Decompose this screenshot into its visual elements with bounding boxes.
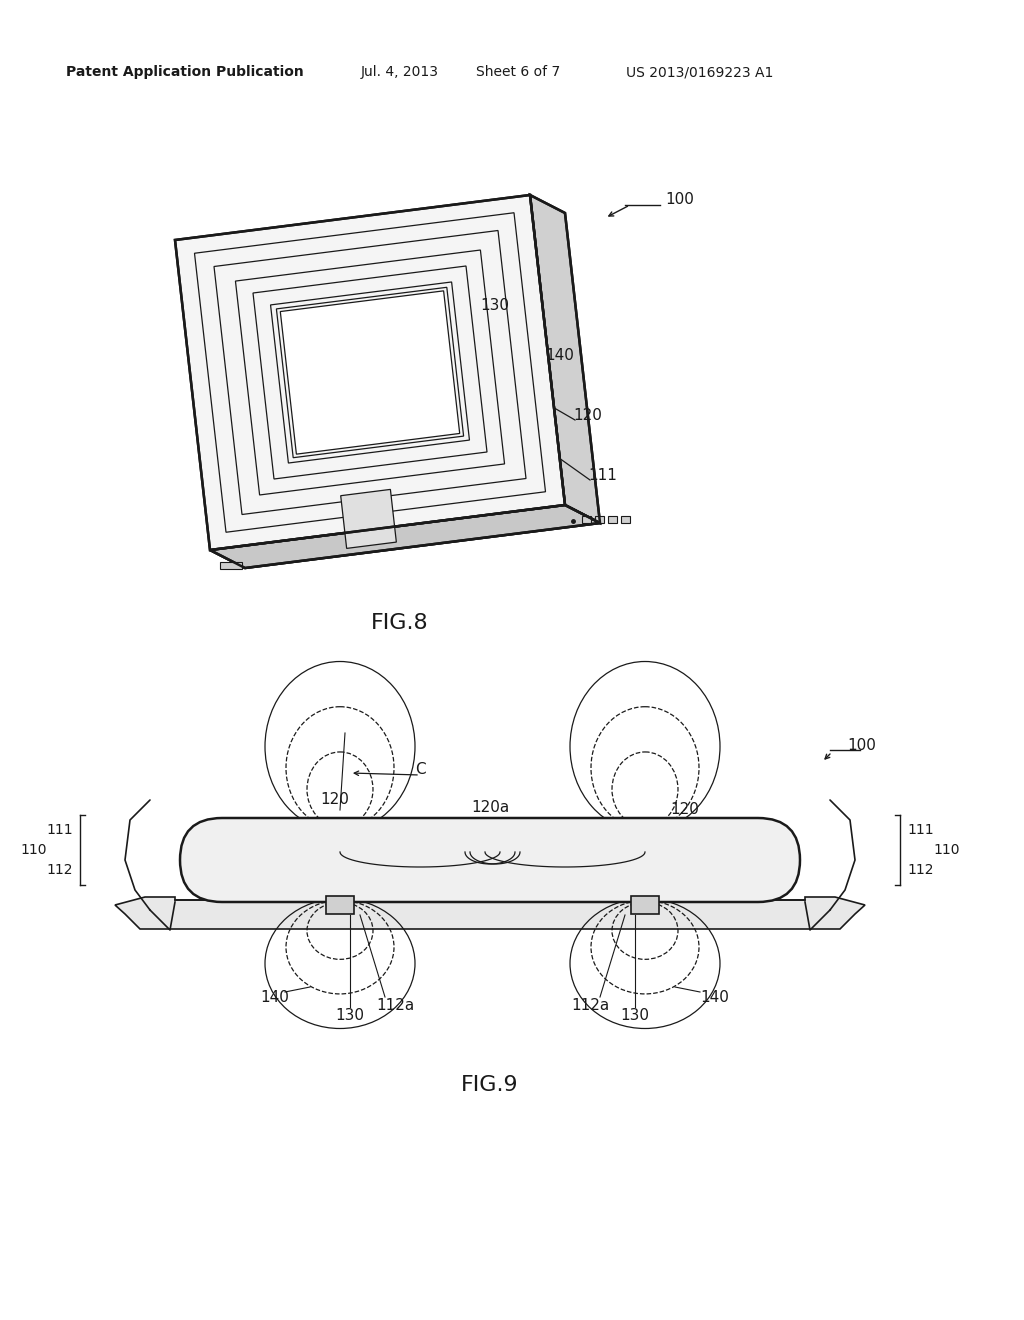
Text: 120: 120 bbox=[573, 408, 602, 422]
Text: 111: 111 bbox=[46, 822, 73, 837]
Text: 130: 130 bbox=[336, 1007, 365, 1023]
Text: Sheet 6 of 7: Sheet 6 of 7 bbox=[476, 65, 560, 79]
Polygon shape bbox=[341, 490, 396, 548]
Text: 140: 140 bbox=[260, 990, 290, 1005]
Bar bbox=[326, 896, 354, 913]
Polygon shape bbox=[210, 506, 600, 568]
Polygon shape bbox=[210, 506, 600, 568]
Text: 140: 140 bbox=[546, 348, 574, 363]
Bar bbox=[582, 516, 591, 523]
Text: 140: 140 bbox=[700, 990, 729, 1005]
Text: 100: 100 bbox=[848, 738, 877, 754]
Bar bbox=[608, 516, 617, 523]
Text: 111: 111 bbox=[589, 467, 617, 483]
FancyBboxPatch shape bbox=[180, 818, 800, 902]
Text: Patent Application Publication: Patent Application Publication bbox=[67, 65, 304, 79]
Text: 112a: 112a bbox=[376, 998, 414, 1012]
Bar bbox=[621, 516, 630, 523]
Polygon shape bbox=[115, 898, 865, 929]
Text: 110: 110 bbox=[933, 843, 959, 857]
Text: FIG.9: FIG.9 bbox=[461, 1074, 519, 1096]
Text: C: C bbox=[415, 763, 425, 777]
Text: 100: 100 bbox=[666, 193, 694, 207]
Text: FIG.8: FIG.8 bbox=[371, 612, 429, 634]
Text: 120: 120 bbox=[671, 803, 699, 817]
Text: 112a: 112a bbox=[570, 998, 609, 1012]
Polygon shape bbox=[175, 195, 565, 550]
Bar bbox=[595, 516, 604, 523]
Text: 111: 111 bbox=[907, 822, 934, 837]
Bar bbox=[631, 896, 659, 913]
Text: 110: 110 bbox=[20, 843, 47, 857]
Text: 120a: 120a bbox=[471, 800, 509, 816]
Bar bbox=[220, 562, 242, 569]
Text: 130: 130 bbox=[480, 298, 510, 314]
Polygon shape bbox=[530, 195, 600, 523]
Text: 120: 120 bbox=[321, 792, 349, 808]
Polygon shape bbox=[281, 290, 460, 454]
Text: 112: 112 bbox=[907, 863, 934, 876]
Text: 112: 112 bbox=[46, 863, 73, 876]
Text: Jul. 4, 2013: Jul. 4, 2013 bbox=[361, 65, 439, 79]
Text: 130: 130 bbox=[621, 1007, 649, 1023]
Text: US 2013/0169223 A1: US 2013/0169223 A1 bbox=[627, 65, 774, 79]
